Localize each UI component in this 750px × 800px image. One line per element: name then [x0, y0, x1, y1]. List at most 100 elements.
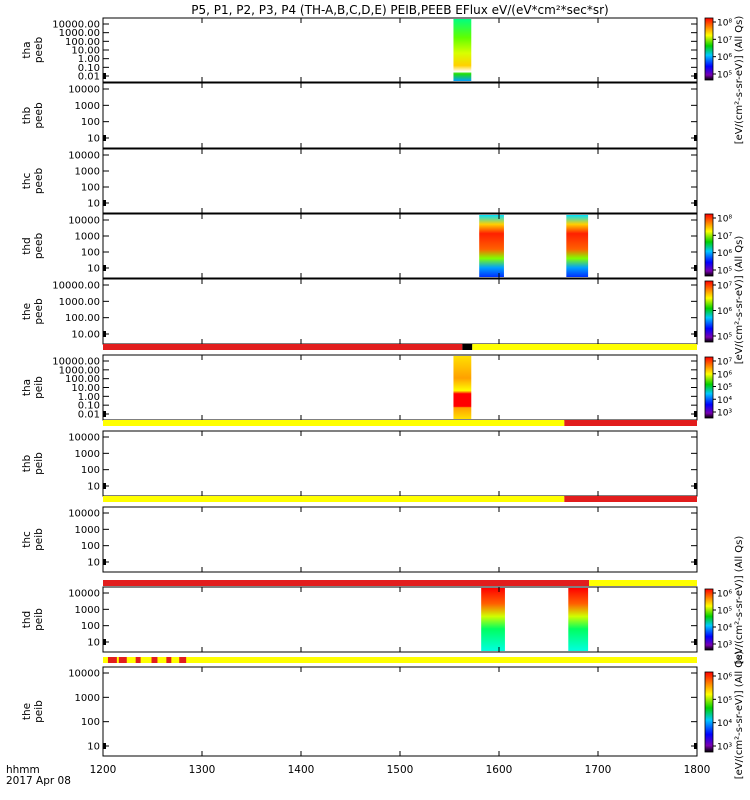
edge-marker-right	[694, 73, 697, 79]
colorbar-tick-label: 10⁷	[717, 358, 732, 368]
x-tick-label: 1700	[585, 764, 612, 776]
y-tick-label: 10000.00	[52, 281, 100, 292]
y-tick-label: 10	[87, 264, 100, 275]
y-label-species-the_peib: peib	[33, 700, 45, 723]
status-segment-4-3	[135, 657, 141, 663]
y-tick-label: 1000	[75, 693, 100, 704]
y-label-species-the_peeb: peeb	[33, 298, 45, 325]
y-tick-label: 100	[81, 248, 100, 259]
colorbar-tick-label: 10⁷	[717, 36, 732, 46]
colorbar-label: [eV/(cm²-s-sr-eV)] (All Qs)	[734, 236, 745, 365]
y-label-probe-the_peib: the	[21, 703, 33, 720]
y-label-probe-thc_peib: thc	[21, 531, 33, 548]
panel-frame-the_peeb	[102, 278, 698, 345]
spectrogram-block-thd_peib-0	[481, 588, 505, 651]
status-segment-2-1	[564, 496, 697, 502]
x-tick-label: 1600	[486, 764, 513, 776]
edge-marker-right	[694, 483, 697, 489]
y-tick-label: 10	[87, 134, 100, 145]
edge-marker-left	[103, 265, 106, 271]
colorbar-tick-label: 10⁷	[717, 232, 732, 242]
y-tick-label: 100.00	[65, 374, 100, 385]
y-tick-label: 1000	[75, 449, 100, 460]
y-tick-label: 10	[87, 638, 100, 649]
y-tick-label: 10000	[68, 669, 100, 680]
status-segment-0-2	[472, 344, 697, 350]
y-tick-label: 10000	[68, 216, 100, 227]
y-label-probe-thb_peib: thb	[21, 454, 33, 472]
edge-marker-right	[694, 265, 697, 271]
colorbar-tha_peeb	[704, 17, 714, 81]
y-tick-label: 0.01	[78, 72, 100, 83]
colorbar-tick-label: 10⁴	[717, 624, 732, 634]
y-label-species-thc_peeb: peeb	[33, 168, 45, 195]
y-tick-label: 1000.00	[59, 297, 100, 308]
x-axis-label-hhmm: hhmm	[6, 764, 40, 776]
y-tick-label: 1000	[75, 605, 100, 616]
y-tick-label: 100	[81, 541, 100, 552]
y-label-probe-thd_peib: thd	[21, 611, 33, 628]
spectrogram-block-thd_peeb-0	[479, 215, 504, 277]
y-tick-label: 10000.00	[52, 357, 100, 368]
status-segment-1-0	[103, 420, 565, 426]
panel-frame-thc_peib	[102, 506, 698, 573]
colorbar-thd_peib	[704, 588, 714, 651]
colorbar-the_peeb	[704, 280, 714, 343]
edge-marker-left	[103, 743, 106, 749]
panel-frame-thc_peeb	[102, 148, 698, 214]
y-tick-label: 100	[81, 117, 100, 128]
status-segment-3-0	[103, 580, 590, 586]
colorbar-label: [eV/(cm²-s-sr-eV)] (All Qs)	[734, 16, 745, 145]
colorbar-label: [eV/(cm²-s-sr-eV)] (All Qs)	[734, 651, 745, 780]
x-tick-label: 1800	[684, 764, 711, 776]
y-tick-label: 1000	[75, 167, 100, 178]
status-segment-4-5	[166, 657, 172, 663]
status-bars	[103, 344, 697, 663]
y-tick-label: 10	[87, 742, 100, 753]
status-segment-4-6	[179, 657, 187, 663]
status-segment-1-1	[564, 420, 697, 426]
x-axis-label-date: 2017 Apr 08	[6, 775, 71, 787]
y-tick-label: 10.00	[71, 383, 100, 394]
y-tick-label: 10	[87, 482, 100, 493]
y-label-probe-thd_peeb: thd	[21, 237, 33, 254]
x-tick-label: 1400	[288, 764, 315, 776]
y-tick-label: 10000	[68, 85, 100, 96]
y-label-probe-tha_peib: tha	[21, 379, 33, 396]
y-label-species-thb_peib: peib	[33, 452, 45, 475]
y-tick-label: 100	[81, 717, 100, 728]
colorbar-tick-label: 10⁶	[717, 673, 732, 683]
y-tick-label: 100	[81, 621, 100, 632]
status-segment-0-1	[462, 344, 473, 350]
edge-marker-right	[694, 559, 697, 565]
edge-marker-right	[694, 135, 697, 141]
x-tick-label: 1200	[90, 764, 117, 776]
edge-marker-right	[694, 743, 697, 749]
colorbar-tick-label: 10⁶	[717, 590, 732, 600]
x-axis: 1200 1300 1400 1500 1600 1700 1800	[90, 18, 711, 776]
colorbar-tick-label: 10⁵	[717, 333, 732, 343]
y-tick-label: 10.00	[71, 46, 100, 57]
y-tick-label: 1000.00	[59, 365, 100, 376]
colorbar-tick-label: 10⁵	[717, 696, 732, 706]
y-tick-label: 0.10	[78, 401, 100, 412]
colorbar-tick-label: 10⁷	[717, 282, 732, 292]
colorbar-the_peib	[704, 671, 714, 753]
edge-marker-left	[103, 411, 106, 417]
spectrogram-block-thd_peeb-1	[566, 215, 589, 277]
spectrogram-block-tha_peib-0	[453, 356, 472, 419]
colorbar-tick-label: 10⁴	[717, 396, 732, 406]
colorbar-tick-label: 10⁶	[717, 249, 732, 259]
panels: tha peeb10000.001000.00100.0010.001.000.1…	[21, 17, 698, 757]
panel-frame-thd_peib	[102, 586, 698, 653]
y-label-species-thb_peeb: peeb	[33, 102, 45, 129]
y-label-probe-thc_peeb: thc	[21, 173, 33, 190]
colorbar-tick-label: 10⁵	[717, 383, 732, 393]
edge-marker-left	[103, 639, 106, 645]
spectrogram-block-tha_peeb-0	[453, 19, 472, 81]
colorbar-tick-label: 10⁶	[717, 307, 732, 317]
colorbar-tick-label: 10⁸	[717, 19, 732, 29]
colorbar-tick-label: 10⁶	[717, 53, 732, 63]
status-segment-4-2	[118, 657, 127, 663]
colorbar-tha_peib	[704, 356, 714, 419]
